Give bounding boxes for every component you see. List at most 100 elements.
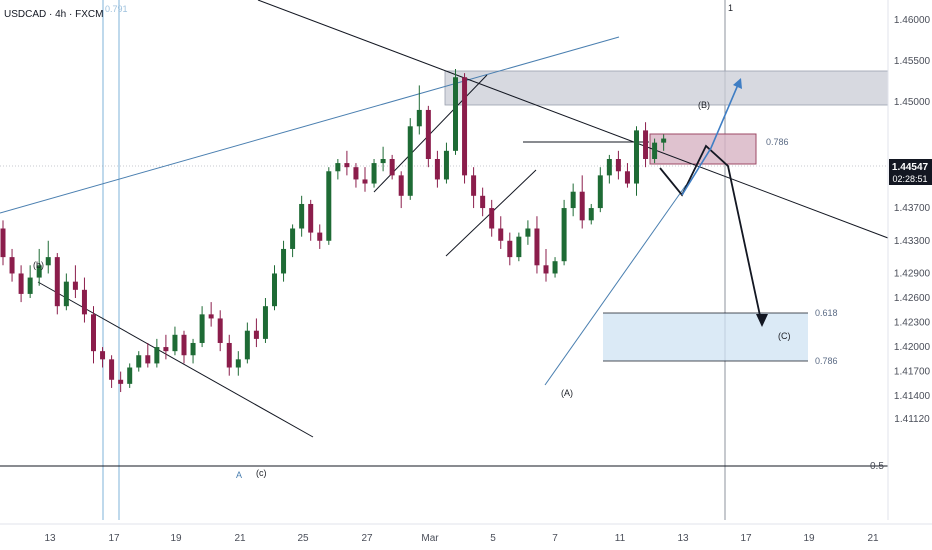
candle-bull [36, 265, 42, 278]
candle-bull [45, 257, 51, 266]
candle-bull [652, 142, 658, 160]
candle-bear [489, 208, 495, 229]
candle-bull [272, 273, 277, 307]
time-tick-label: 5 [490, 533, 496, 544]
price-tick-label: 1.45000 [894, 97, 931, 108]
ascending-blue-trendline [0, 36, 620, 214]
time-tick-label: 19 [170, 533, 182, 544]
time-tick-label: Mar [421, 533, 439, 544]
candle-countdown: 02:28:51 [892, 174, 927, 184]
candle-bear [353, 167, 359, 180]
candle-bear [534, 228, 540, 266]
candle-bear [18, 273, 24, 294]
time-tick-label: 27 [361, 533, 373, 544]
price-tick-group: 1.460001.455001.450001.441001.437001.433… [894, 15, 931, 425]
candle-bull [290, 228, 296, 249]
resistance-zone[interactable] [444, 70, 889, 106]
candle-bear [54, 257, 60, 307]
candle-bull [525, 228, 531, 237]
current-price-value: 1.44547 [892, 162, 929, 173]
candle-bull [634, 130, 639, 184]
candle-bull [552, 261, 558, 274]
candle-bear [0, 228, 6, 258]
price-tick-label: 1.46000 [894, 15, 931, 26]
candle-bull [661, 138, 667, 143]
time-tick-label: 25 [297, 533, 309, 544]
time-tick-label: 17 [108, 533, 120, 544]
price-tick-label: 1.42000 [894, 342, 931, 353]
candle-bear [389, 159, 395, 176]
candle-bear [543, 265, 549, 274]
c-target-fib-zone[interactable] [603, 313, 808, 361]
candle-bear [81, 289, 87, 315]
price-tick-label: 1.42600 [894, 293, 931, 304]
candle-bull [299, 203, 305, 229]
candle-bear [462, 77, 468, 176]
time-tick-label: 21 [234, 533, 246, 544]
candle-bear [145, 355, 151, 364]
candle-bull [154, 347, 160, 364]
candle-bull [281, 248, 287, 274]
price-tick-label: 1.45500 [894, 56, 931, 67]
candle-bull [326, 171, 332, 241]
candle-bull [27, 277, 33, 294]
candle-bear [615, 159, 621, 172]
price-tick-label: 1.41400 [894, 391, 931, 402]
time-axis[interactable] [0, 520, 932, 550]
candle-bull [262, 306, 268, 339]
candle-bear [498, 228, 504, 241]
candle-bull [335, 163, 341, 172]
candle-bear [471, 175, 477, 196]
symbol-label[interactable]: USDCAD · 4h · FXCM [4, 9, 103, 20]
candle-bear [181, 334, 187, 356]
candle-bear [208, 314, 214, 319]
candle-bull [136, 355, 142, 368]
projection-arrow-head-blue [733, 78, 742, 89]
price-tick-label: 1.41120 [894, 414, 930, 425]
time-tick-label: 21 [867, 533, 879, 544]
wave-label-a-blue: A [236, 470, 242, 480]
time-tick-label: 11 [615, 533, 626, 544]
candle-bear [643, 130, 649, 160]
top-marker-label: 1 [728, 3, 733, 13]
candle-bear [425, 109, 431, 160]
candle-bull [380, 159, 386, 164]
candle-bear [434, 159, 440, 180]
candle-bull [588, 208, 594, 221]
candle-bull [416, 109, 422, 127]
b-target-zone[interactable] [649, 133, 757, 165]
candle-bear [226, 342, 232, 368]
current-price-badge [889, 159, 932, 185]
time-tick-label: 7 [552, 533, 558, 544]
candle-bull [561, 208, 567, 262]
candle-bear [317, 232, 323, 241]
candle-bear [91, 314, 96, 352]
price-tick-label: 1.42900 [894, 268, 931, 279]
candle-bear [217, 318, 223, 343]
time-tick-label: 13 [44, 533, 56, 544]
candle-bull [199, 314, 205, 343]
time-tick-label: 13 [677, 533, 689, 544]
candle-bull [570, 191, 576, 209]
fib-label-786-upper: 0.786 [766, 137, 789, 147]
projection-path-black [659, 144, 763, 326]
candle-bear [109, 359, 115, 380]
price-tick-label: 1.43700 [894, 203, 931, 214]
candle-bear [100, 351, 106, 360]
candle-series [0, 69, 667, 393]
time-tick-label: 17 [740, 533, 752, 544]
faint-fib-label: 0.791 [105, 4, 128, 14]
fib-label-05: 0.5 [870, 461, 884, 472]
candle-bear [624, 171, 630, 184]
wave-label-A: (A) [561, 388, 573, 398]
candle-bull [516, 236, 522, 258]
candle-bull [597, 175, 603, 209]
candle-bear [480, 195, 486, 209]
candle-bear [362, 179, 368, 184]
price-axis[interactable] [888, 0, 932, 520]
candle-bull [63, 281, 69, 307]
fib-label-786-lower: 0.786 [815, 356, 838, 366]
candle-bear [163, 347, 169, 352]
time-tick-label: 19 [803, 533, 815, 544]
